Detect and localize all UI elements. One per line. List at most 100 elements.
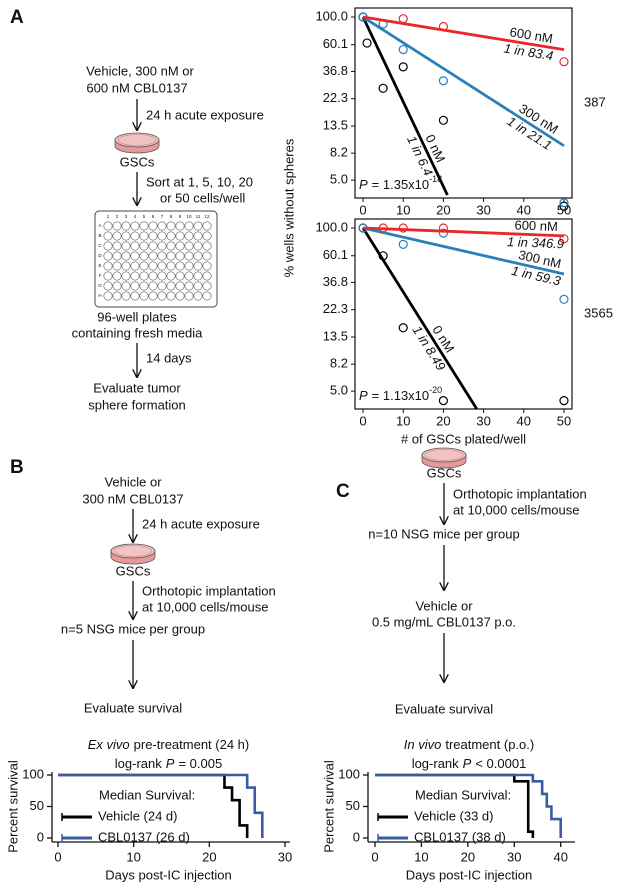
data-point — [438, 228, 449, 238]
data-point — [559, 294, 569, 304]
data-point — [378, 223, 388, 233]
plate-column: 9 — [179, 214, 182, 219]
survival-line — [375, 773, 563, 838]
well — [148, 241, 158, 251]
well — [166, 261, 176, 271]
well — [148, 221, 158, 231]
well — [193, 271, 203, 281]
well — [112, 261, 122, 271]
y-tick-label: 60.1 — [323, 247, 348, 262]
data-point — [378, 83, 388, 93]
flow-text: GSCs — [427, 465, 462, 480]
well — [148, 291, 158, 301]
plot-frame — [354, 218, 573, 410]
well — [112, 281, 122, 291]
well — [139, 261, 149, 271]
well — [202, 251, 212, 261]
legend-title: Median Survival: — [415, 787, 511, 802]
fit-line — [361, 16, 449, 196]
x-axis-label: Days post-IC injection — [105, 867, 231, 882]
y-tick-label: 0 — [353, 829, 360, 844]
log-rank: log-rank P = 0.005 — [115, 756, 222, 771]
well — [175, 261, 185, 271]
well — [184, 221, 194, 231]
flow-text: Vehicle, 300 nM or — [86, 63, 194, 78]
well — [103, 261, 113, 271]
flow-text: n=5 NSG mice per group — [61, 621, 205, 636]
data-point — [398, 14, 408, 24]
x-tick-label: 50 — [557, 413, 571, 428]
plate-column: 11 — [196, 214, 201, 219]
well — [103, 281, 113, 291]
fit-line — [362, 226, 565, 276]
well — [148, 231, 158, 241]
plate-column: 7 — [161, 214, 164, 219]
y-tick-label: 60.1 — [323, 36, 348, 51]
well — [175, 291, 185, 301]
well — [157, 241, 167, 251]
well — [130, 281, 140, 291]
data-point — [398, 44, 408, 55]
x-tick-label: 0 — [54, 849, 61, 864]
well — [166, 271, 176, 281]
plate-row: C — [98, 243, 102, 248]
flow-text: Orthotopic implantation — [453, 486, 587, 501]
well — [112, 231, 122, 241]
data-point — [378, 251, 388, 261]
flow-text: or 50 cells/well — [160, 190, 245, 205]
flow-text: Vehicle or — [104, 474, 162, 489]
y-tick-label: 100 — [22, 766, 44, 781]
well — [112, 271, 122, 281]
well — [202, 291, 212, 301]
p-text: = 1.35x10 — [372, 177, 429, 192]
dish-rim — [424, 449, 464, 461]
well — [139, 221, 149, 231]
panel-label: B — [10, 457, 24, 478]
flow-text: Evaluate survival — [395, 701, 493, 716]
data-point — [362, 38, 372, 48]
well — [130, 261, 140, 271]
flow-text: 96-well plates — [97, 309, 177, 324]
chart-title: In vivo treatment (p.o.) — [404, 737, 534, 752]
well — [157, 291, 167, 301]
legend-label: CBL0137 (26 d) — [98, 829, 190, 844]
well — [112, 251, 122, 261]
y-tick-label: 22.3 — [323, 301, 348, 316]
x-axis-label: # of GSCs plated/well — [401, 431, 526, 446]
well — [157, 221, 167, 231]
well — [148, 261, 158, 271]
fit-line — [361, 227, 478, 410]
y-tick-label: 13.5 — [323, 328, 348, 343]
data-point — [438, 396, 449, 406]
fit-line — [362, 15, 565, 52]
x-tick-label: 0 — [359, 413, 366, 428]
plate-row: A — [98, 223, 101, 228]
flow-text: n=10 NSG mice per group — [368, 526, 519, 541]
well — [184, 251, 194, 261]
cell-line-label: 3565 — [584, 305, 613, 320]
plate-column: 1 — [107, 214, 110, 219]
chart-title-rest: treatment (p.o.) — [445, 737, 534, 752]
flow-text: 600 nM CBL0137 — [86, 80, 187, 95]
well — [139, 291, 149, 301]
x-tick-label: 20 — [202, 849, 216, 864]
well — [121, 231, 131, 241]
well — [130, 271, 140, 281]
well — [121, 241, 131, 251]
data-point — [438, 115, 449, 125]
well — [166, 281, 176, 291]
plate-column: 10 — [186, 214, 192, 219]
well — [121, 281, 131, 291]
p-exponent: -18 — [429, 174, 442, 184]
chart-title-em: In vivo — [404, 737, 442, 752]
x-tick-label: 40 — [517, 202, 531, 217]
plate-column: 3 — [125, 214, 128, 219]
p-text: < 0.0001 — [475, 756, 526, 771]
p-label: P — [463, 756, 472, 771]
fit-line — [362, 226, 565, 238]
plate-column: 12 — [204, 214, 210, 219]
p-value: P = 1.35x10-18 — [359, 174, 442, 192]
